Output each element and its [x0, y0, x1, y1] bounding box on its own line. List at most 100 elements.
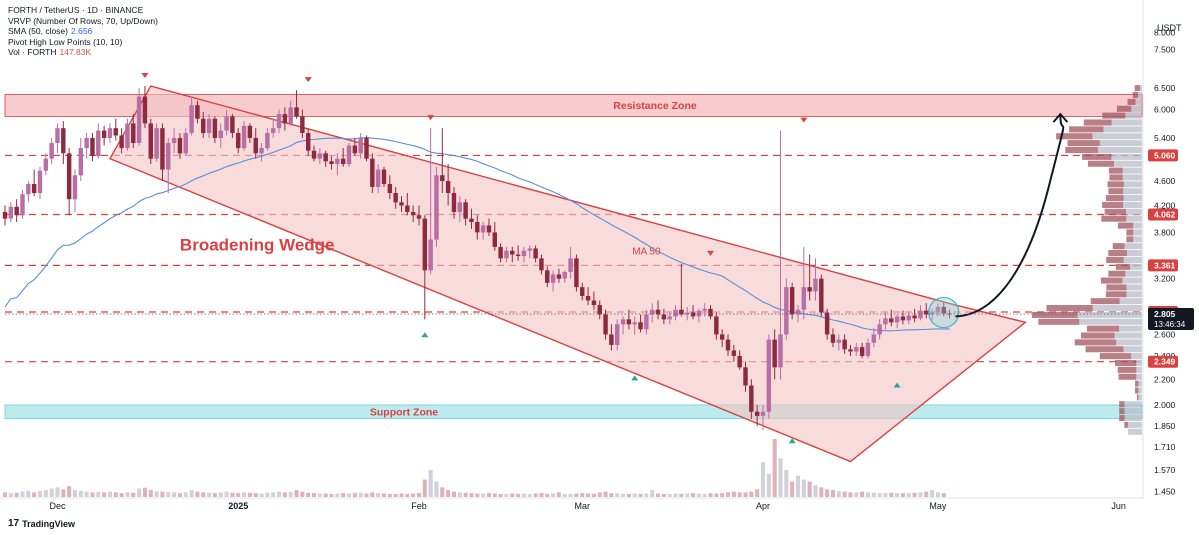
- candle-body: [282, 114, 288, 124]
- volume-profile-bar: [1082, 153, 1112, 160]
- candle-body: [101, 130, 107, 138]
- volume-bar: [562, 493, 567, 497]
- candle-body: [329, 161, 334, 165]
- chart-legend: FORTH / TetherUS · 1D · BINANCE VRVP (Nu…: [8, 5, 158, 58]
- candle-body: [358, 137, 363, 154]
- current-price-badge: [1148, 308, 1194, 331]
- volume-profile-bar: [1106, 256, 1124, 263]
- volume-bar: [317, 493, 322, 497]
- pivot-high-marker: [427, 115, 435, 121]
- candle-body: [859, 347, 865, 356]
- candle-body: [521, 250, 527, 257]
- candle-body: [620, 319, 626, 325]
- candle-body: [795, 309, 801, 315]
- candle-body: [754, 411, 760, 416]
- candle-body: [591, 300, 597, 306]
- x-axis-tick-label: Feb: [411, 501, 427, 511]
- volume-profile-bar: [1077, 311, 1142, 318]
- volume-profile-bar: [1103, 126, 1142, 133]
- candle-body: [107, 128, 113, 138]
- chart-annotation: MA 50: [632, 247, 661, 258]
- candle-body: [918, 310, 923, 319]
- volume-bar: [813, 485, 818, 497]
- candle-body: [871, 334, 877, 343]
- x-axis-tick-label: 2025: [228, 501, 248, 511]
- volume-bar: [387, 493, 392, 497]
- volume-bar: [381, 493, 387, 497]
- volume-bar: [84, 491, 89, 497]
- candle-body: [241, 125, 247, 149]
- candle-body: [457, 202, 463, 212]
- volume-bar: [271, 492, 276, 497]
- volume-bar: [253, 493, 258, 497]
- volume-profile-bar: [1124, 421, 1129, 428]
- volume-bar: [819, 487, 824, 497]
- volume-profile-bar: [1112, 243, 1125, 250]
- volume-profile-bar: [1117, 222, 1134, 229]
- candle-body: [270, 128, 276, 134]
- volume-bar: [597, 492, 602, 497]
- volume-bar: [475, 493, 480, 497]
- candle-body: [929, 312, 935, 315]
- volume-bar: [941, 493, 946, 497]
- candle-body: [206, 118, 212, 134]
- candle-body: [160, 128, 165, 170]
- volume-bar: [591, 493, 596, 497]
- volume-bar: [725, 492, 731, 497]
- candle-body: [486, 225, 492, 233]
- volume-profile-bar: [1046, 305, 1093, 312]
- candle-body: [166, 142, 171, 170]
- volume-profile-bar: [1108, 270, 1126, 277]
- candle-body: [690, 312, 696, 317]
- volume-bar: [825, 489, 830, 497]
- volume-bar: [656, 493, 661, 497]
- candle-body: [492, 232, 498, 247]
- y-axis-tick-label: 3.200: [1154, 274, 1176, 284]
- volume-bar: [486, 493, 491, 497]
- volume-bar: [830, 490, 836, 497]
- tradingview-brand[interactable]: 17 TradingView: [8, 518, 75, 529]
- candle-body: [708, 308, 713, 317]
- legend-sma: SMA (50, close) 2.656: [8, 26, 93, 37]
- candle-body: [66, 153, 72, 200]
- volume-bar: [469, 493, 474, 497]
- candle-body: [679, 309, 684, 315]
- volume-bar: [440, 487, 445, 497]
- candle-body: [224, 116, 229, 131]
- volume-profile-bar: [1100, 277, 1123, 284]
- volume-profile-bar: [1085, 346, 1124, 353]
- volume-bar: [422, 479, 427, 497]
- volume-profile-bar: [1090, 298, 1120, 305]
- volume-profile-bar: [1122, 201, 1142, 208]
- volume-bar: [352, 493, 357, 497]
- volume-profile-bar: [1092, 305, 1142, 312]
- candle-body: [854, 347, 859, 352]
- candle-body: [772, 339, 777, 368]
- volume-bar: [924, 491, 929, 497]
- candle-body: [533, 248, 538, 259]
- volume-profile-bar: [1133, 222, 1142, 229]
- volume-profile-bar: [1111, 153, 1142, 160]
- volume-profile-bar: [1105, 195, 1124, 202]
- candle-body: [119, 135, 124, 149]
- candle-body: [55, 128, 60, 143]
- candle-body: [684, 312, 690, 315]
- candle-body: [766, 339, 772, 412]
- volume-profile-bar: [1099, 353, 1131, 360]
- volume-bar: [621, 493, 626, 497]
- volume-bar: [230, 492, 235, 497]
- candle-body: [702, 308, 707, 311]
- candle-body: [399, 202, 404, 206]
- volume-profile-bar: [1138, 380, 1142, 387]
- candle-body: [603, 314, 608, 335]
- volume-profile-bar: [1130, 353, 1142, 360]
- volume-bar: [212, 493, 217, 497]
- volume-profile-bar: [1127, 250, 1142, 257]
- volume-profile-bar: [1135, 387, 1139, 394]
- y-axis-tick-label: 1.570: [1154, 465, 1176, 475]
- pivot-high-marker: [141, 73, 149, 79]
- candle-body: [550, 274, 556, 283]
- candle-body: [276, 114, 282, 129]
- volume-bar: [201, 492, 206, 497]
